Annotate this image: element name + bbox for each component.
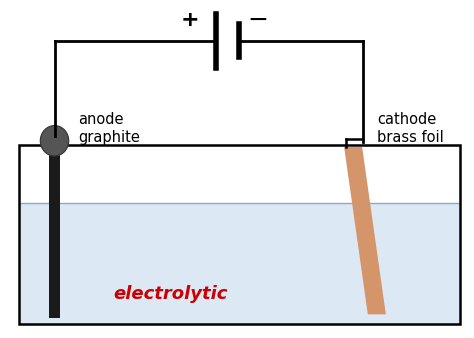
Text: +: + [180,10,199,30]
Text: electrolytic: electrolytic [113,285,228,303]
Ellipse shape [40,126,69,156]
Text: cathode
brass foil: cathode brass foil [377,112,444,145]
Text: anode
graphite: anode graphite [78,112,140,145]
Bar [19,203,460,324]
Bar [49,145,60,318]
Polygon shape [344,147,386,314]
Bar [19,145,460,324]
Text: −: − [248,8,269,32]
